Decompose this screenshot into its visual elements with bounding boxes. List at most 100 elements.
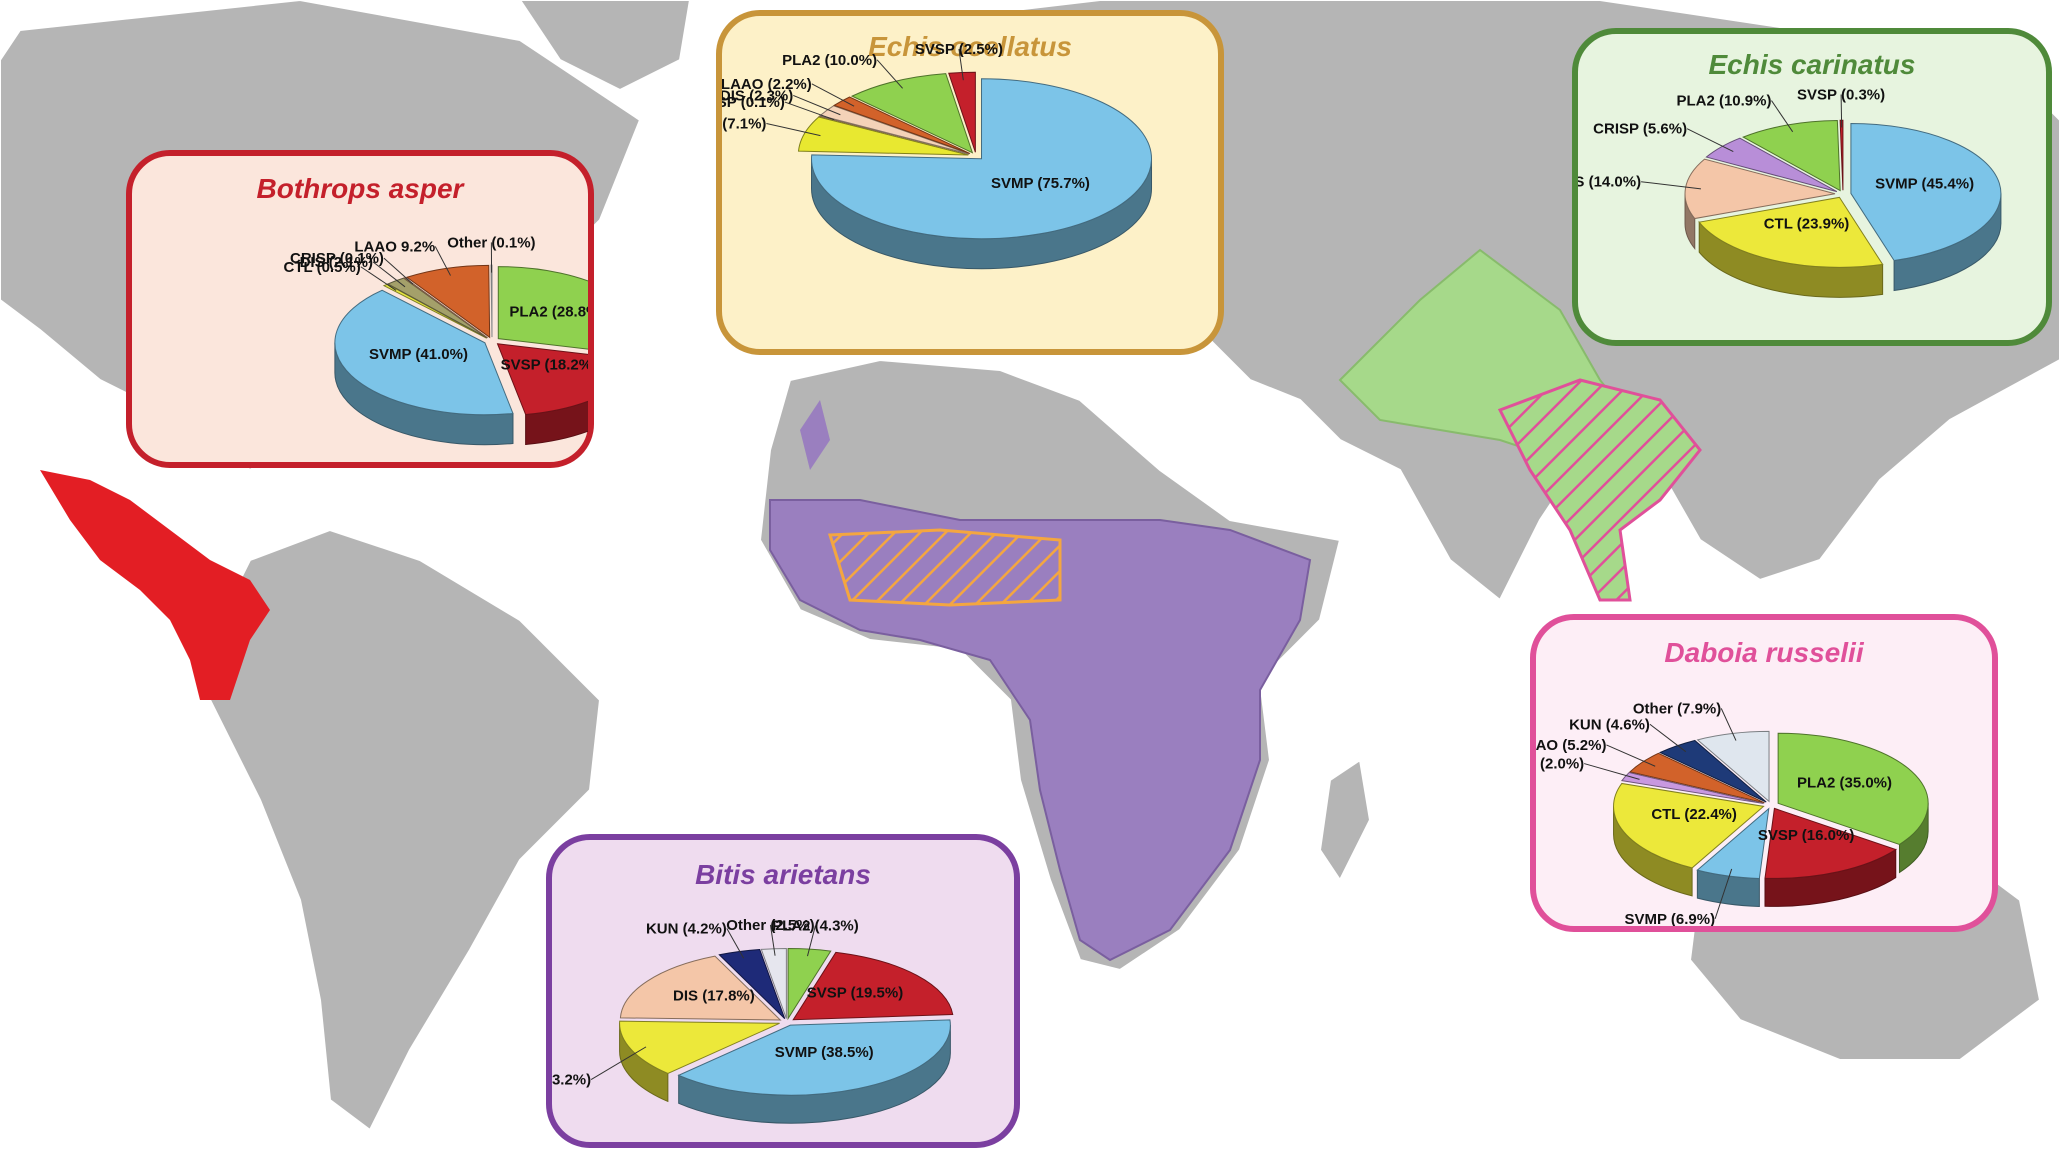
leader-line	[726, 928, 745, 959]
slice-svsp	[1839, 119, 1844, 191]
slice-label-ctl: CTL (22.4%)	[1651, 806, 1737, 823]
slice-pla2	[497, 266, 588, 350]
leader-line	[769, 924, 776, 956]
chart-title: Echis ocellatus	[868, 31, 1072, 62]
slice-label-pla2: PLA2 (10.9%)	[1676, 93, 1771, 110]
bitis-range	[769, 499, 1312, 962]
slice-label-svmp: SVMP (45.4%)	[1875, 175, 1974, 192]
leader-line	[793, 94, 841, 116]
leader-line	[360, 266, 397, 291]
slice-ctl	[1698, 196, 1884, 268]
slice-label-pla2: PLA2 (28.8%)	[509, 304, 588, 321]
slice-label-other: Other (2.5%)	[726, 917, 814, 934]
slice-label-pla2: PLA2 (35.0%)	[1797, 775, 1892, 792]
slice-label-laao: LAAO 9.2%	[354, 238, 435, 255]
slice-svmp	[677, 1019, 951, 1096]
panel-echis-ocellatus: Echis ocellatus SVMP (75.7%) CTL (7.1%) CRI…	[716, 10, 1224, 355]
slice-side-svsp	[525, 400, 588, 446]
slice-crisp	[402, 277, 488, 339]
slice-label-crisp: CRISP (2.0%)	[1536, 756, 1584, 773]
panel-bothrops-asper: Bothrops asper PLA2 (28.8%) SVSP (18.2%) SV…	[126, 150, 594, 468]
slice-label-ctl: CTL (23.9%)	[1764, 216, 1850, 233]
slice-label-crisp: CRISP (5.6%)	[1593, 121, 1687, 138]
slice-label-kun: KUN (4.6%)	[1569, 716, 1650, 733]
slice-svsp	[1764, 807, 1897, 879]
slice-ctl	[797, 116, 969, 156]
slice-svsp	[792, 951, 954, 1021]
pie-chart-echis-carinatus: Echis carinatus SVMP (45.4%) CTL (23.9%) DI…	[1578, 49, 2002, 298]
slice-other	[490, 264, 493, 338]
slice-dis	[619, 955, 782, 1021]
slice-laao	[1628, 752, 1765, 804]
slice-dis	[1684, 158, 1836, 220]
slice-label-laao: LAAO (2.2%)	[722, 76, 812, 93]
leader-line	[383, 257, 414, 285]
slice-pla2	[850, 73, 974, 154]
leader-line	[784, 101, 835, 121]
slice-label-laao: LAAO (5.2%)	[1536, 737, 1606, 754]
slice-svmp	[1696, 807, 1770, 879]
slice-label-other: Other (0.1%)	[447, 234, 535, 251]
leader-line	[1840, 94, 1843, 128]
bitis-range-north	[800, 400, 830, 470]
slice-label-dis: DIS (14.0%)	[1578, 174, 1641, 191]
greenland	[518, 0, 692, 92]
slice-dis	[819, 105, 970, 155]
panel-bitis-arietans: Bitis arietans PLA2 (4.3%) SVSP (19.5%) SVM…	[546, 834, 1020, 1148]
leader-line	[876, 59, 903, 89]
slice-label-svmp: SVMP (38.5%)	[775, 1044, 874, 1061]
chart-title: Bothrops asper	[257, 173, 466, 204]
slice-label-svsp: SVSP (18.2%)	[501, 357, 588, 374]
slice-label-svsp: SVSP (16.0%)	[1758, 827, 1854, 844]
slice-ctl	[619, 1020, 780, 1074]
south-america	[208, 528, 602, 1132]
slice-kun	[1658, 739, 1767, 803]
leader-line	[1771, 100, 1794, 133]
slice-crisp	[1620, 772, 1764, 805]
slice-label-crisp: CRISP (0.1%)	[722, 94, 785, 111]
leader-line	[1606, 744, 1656, 767]
pie-chart-bothrops-asper: Bothrops asper PLA2 (28.8%) SVSP (18.2%) SV…	[257, 173, 588, 446]
slice-label-svsp: SVSP (19.5%)	[807, 985, 903, 1002]
slice-svmp	[811, 78, 1152, 240]
slice-label-svsp: SVSP (0.3%)	[1797, 87, 1885, 104]
slice-label-other: Other (7.9%)	[1633, 700, 1721, 717]
leader-line	[372, 261, 406, 288]
leader-line	[1641, 181, 1701, 190]
chart-title: Echis carinatus	[1709, 49, 1916, 80]
pie-chart-bitis-arietans: Bitis arietans PLA2 (4.3%) SVSP (19.5%) SVM…	[552, 859, 954, 1124]
slice-label-kun: KUN (4.2%)	[646, 920, 727, 937]
slice-crisp	[1705, 137, 1838, 193]
madagascar	[1318, 758, 1372, 882]
leader-line	[1720, 708, 1737, 741]
slice-label-svmp: SVMP (75.7%)	[991, 175, 1090, 192]
slice-label-ctl: CTL (13.2%)	[552, 1072, 591, 1089]
leader-line	[811, 83, 855, 107]
slice-label-pla2: PLA2 (4.3%)	[772, 917, 859, 934]
leader-line	[1649, 723, 1687, 753]
leader-line	[1686, 128, 1734, 153]
slice-other	[1696, 730, 1770, 803]
panel-echis-carinatus: Echis carinatus SVMP (45.4%) CTL (23.9%) DI…	[1572, 28, 2052, 346]
slice-label-svmp: SVMP (41.0%)	[369, 346, 468, 363]
leader-line	[434, 246, 451, 276]
slice-label-dis: DIS (2.3%)	[722, 87, 793, 104]
echis-ocellatus-range	[827, 528, 1062, 607]
leader-line	[1584, 763, 1640, 780]
slice-ctl	[1613, 782, 1765, 869]
slice-label-dis: DIS (17.8%)	[673, 988, 755, 1005]
leader-line	[590, 1046, 647, 1080]
leader-line	[958, 48, 964, 81]
slice-label-ctl: CTL (0.5%)	[284, 259, 361, 276]
bothrops-range	[40, 470, 270, 700]
leader-line	[1714, 868, 1733, 919]
slice-pla2	[1742, 120, 1841, 192]
chart-title: Bitis arietans	[695, 859, 871, 890]
slice-svsp	[496, 343, 588, 416]
slice-label-pla2: PLA2 (10.0%)	[782, 52, 877, 69]
slice-label-svsp: SVSP (2.5%)	[915, 41, 1003, 58]
slice-laao	[405, 264, 491, 339]
slice-laao	[833, 96, 971, 155]
panel-daboia-russelii: Daboia russelii PLA2 (35.0%) SVSP (16.0%) S…	[1530, 614, 1998, 932]
